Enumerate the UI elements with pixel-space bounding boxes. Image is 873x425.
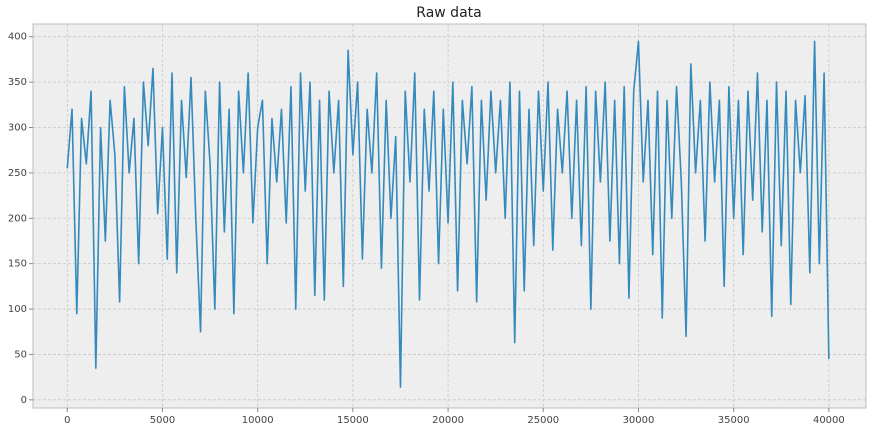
data-line [66, 40, 830, 388]
x-tick-label: 5000 [150, 415, 175, 425]
x-tick-label: 20000 [432, 415, 464, 425]
x-tick-label: 0 [64, 415, 70, 425]
y-tick-label: 400 [8, 32, 27, 43]
x-tick-label: 30000 [623, 415, 655, 425]
y-tick-label: 300 [8, 122, 27, 133]
y-tick-label: 50 [14, 349, 27, 360]
y-tick-label: 200 [8, 213, 27, 224]
x-tick-label: 25000 [527, 415, 559, 425]
x-tick-label: 10000 [242, 415, 274, 425]
y-tick-label: 0 [21, 395, 27, 406]
y-tick-label: 350 [8, 77, 27, 88]
y-tick-label: 150 [8, 259, 27, 270]
plot-area [32, 23, 867, 409]
x-tick-label: 15000 [337, 415, 369, 425]
chart-title: Raw data [416, 5, 481, 21]
x-tick-label: 40000 [813, 415, 845, 425]
x-tick-label: 35000 [718, 415, 750, 425]
y-tick-label: 100 [8, 304, 27, 315]
y-tick-label: 250 [8, 168, 27, 179]
